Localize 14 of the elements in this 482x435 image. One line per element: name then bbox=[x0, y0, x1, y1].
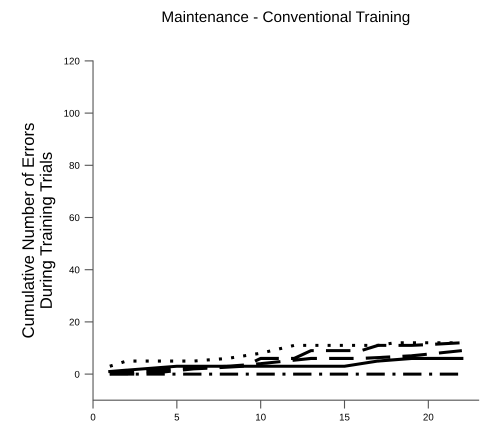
y-tick-label: 120 bbox=[64, 58, 80, 65]
y-tick-label: 40 bbox=[69, 266, 80, 274]
x-tick-label: 10 bbox=[256, 414, 266, 421]
x-tick-label: 5 bbox=[174, 414, 180, 421]
y-tick-label: 0 bbox=[74, 370, 80, 378]
chart-title: Maintenance - Conventional Training bbox=[162, 10, 410, 26]
y-tick-label: 100 bbox=[64, 110, 80, 117]
y-tick-label: 80 bbox=[69, 162, 80, 169]
y-axis-title: Cumulative Number of Errors During Training Trials bbox=[22, 123, 56, 338]
y-tick-label: 60 bbox=[70, 214, 80, 222]
x-tick-label: 0 bbox=[90, 414, 96, 421]
x-tick-label: 20 bbox=[423, 414, 434, 421]
x-tick-label: 15 bbox=[340, 414, 350, 421]
y-tick-label: 20 bbox=[70, 318, 80, 326]
